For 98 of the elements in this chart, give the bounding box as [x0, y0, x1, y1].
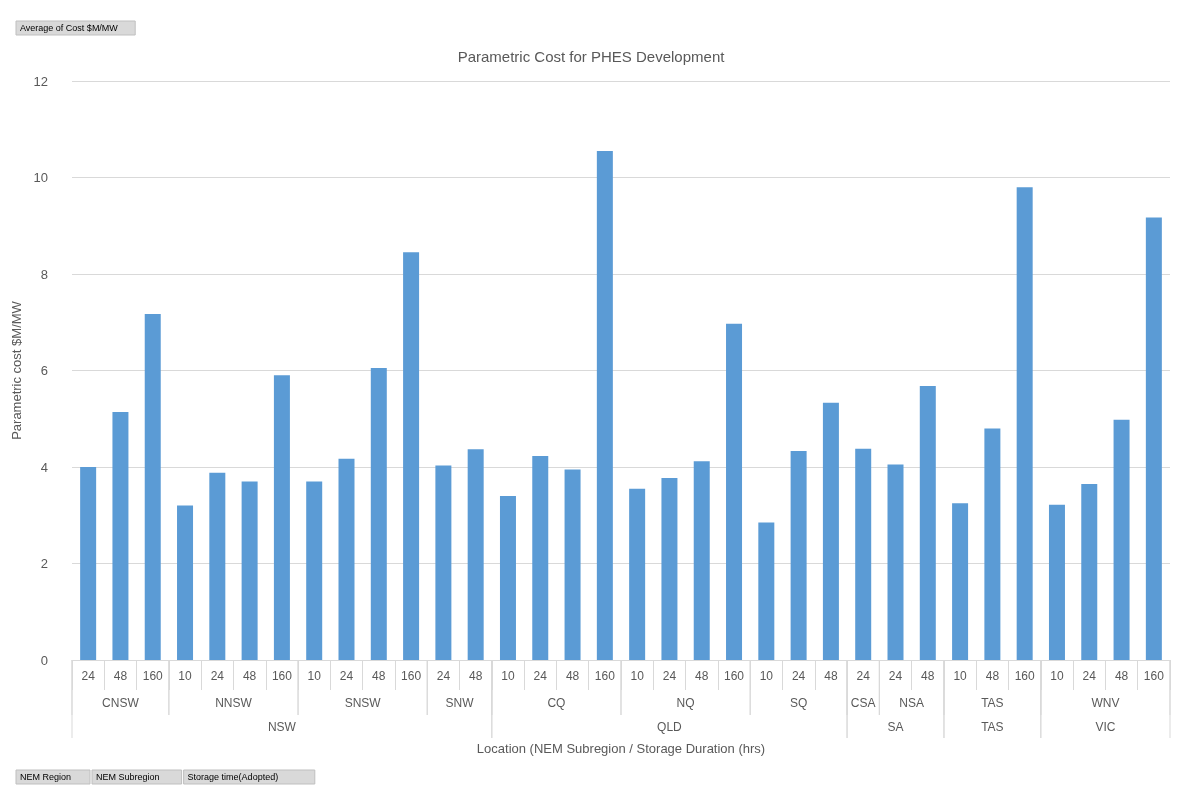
x-tick-label: 10 [630, 669, 645, 683]
x-tick-label: 160 [401, 669, 422, 683]
bar [919, 385, 936, 660]
bar [661, 478, 678, 660]
bar [1081, 483, 1098, 660]
text: CNSW [102, 696, 140, 710]
y-tick-label: 6 [40, 363, 48, 378]
x-tick-label: 160 [594, 669, 616, 683]
x-tick-label: 10 [953, 669, 968, 683]
x-tick-label: 24 [856, 669, 871, 683]
bar [435, 465, 452, 660]
bar [822, 402, 839, 660]
text: TAS [981, 696, 1004, 710]
y-tick-label: 4 [40, 459, 48, 475]
bar [693, 461, 710, 660]
y-axis-title: Parametric cost $M/MW [8, 300, 24, 440]
x-tick-label: 48 [921, 669, 935, 683]
bar [112, 412, 129, 660]
x-tick-label: 160 [1143, 669, 1165, 683]
bar [306, 481, 323, 660]
x-tick-label: 24 [436, 669, 451, 683]
bar [273, 375, 290, 660]
text: NSW [267, 720, 297, 734]
text: TAS [981, 720, 1004, 734]
x-tick-label: 160 [724, 669, 745, 683]
bar [209, 472, 226, 660]
bar [370, 368, 387, 660]
x-tick-label: 10 [759, 669, 774, 683]
text: SNW [445, 696, 475, 710]
x-tick-label: 24 [662, 669, 677, 683]
bar [564, 469, 581, 660]
text: NEM Region [20, 772, 72, 782]
text: CQ [547, 696, 566, 710]
x-tick-label: 160 [271, 669, 293, 683]
bar [1145, 217, 1162, 660]
text: NSA [899, 696, 924, 710]
x-tick-label: 48 [242, 669, 257, 683]
text: QLD [657, 720, 683, 734]
x-tick-label: 48 [824, 669, 838, 683]
x-tick-label: 10 [178, 669, 193, 683]
x-tick-label: 48 [469, 669, 483, 683]
bar [1016, 187, 1033, 660]
x-tick-label: 24 [791, 669, 806, 683]
x-tick-label: 160 [142, 669, 164, 683]
bar [629, 488, 646, 660]
text: CSA [850, 696, 876, 710]
text: NEM Subregion [96, 772, 160, 782]
bar [338, 458, 355, 660]
y-tick-label: 0 [40, 652, 48, 668]
bar [790, 451, 807, 660]
bar [499, 495, 516, 660]
x-axis-title: Location (NEM Subregion / Storage Duration (hrs) [476, 741, 766, 756]
text: Average of Cost $M/MW [20, 23, 119, 33]
text: NNSW [215, 696, 253, 710]
bar [758, 522, 775, 660]
text: NQ [676, 696, 695, 710]
text: SNSW [344, 696, 382, 710]
y-tick-label: 2 [40, 556, 48, 571]
bar [177, 505, 194, 660]
x-tick-label: 24 [533, 669, 548, 683]
x-tick-label: 10 [1050, 669, 1064, 683]
text: WNV [1091, 696, 1120, 710]
bar [532, 455, 549, 660]
x-tick-label: 24 [339, 669, 354, 683]
x-tick-label: 24 [888, 669, 903, 683]
y-tick-label: 8 [40, 266, 48, 282]
x-tick-label: 24 [1082, 669, 1097, 683]
bar [726, 323, 743, 660]
x-tick-label: 24 [210, 669, 225, 683]
bar [144, 314, 161, 660]
x-tick-label: 48 [372, 669, 386, 683]
bar [467, 449, 484, 660]
bar [1048, 504, 1065, 660]
bar [596, 150, 613, 660]
x-tick-label: 48 [565, 669, 580, 683]
text: Storage time(Adopted) [187, 772, 279, 782]
bar [1113, 419, 1130, 660]
bar [80, 467, 97, 660]
bar [984, 428, 1001, 660]
bar [887, 464, 904, 660]
x-tick-label: 10 [307, 669, 322, 683]
bar [855, 448, 872, 660]
x-tick-label: 160 [1014, 669, 1036, 683]
chart-title: Parametric Cost for PHES Development [457, 48, 726, 65]
x-tick-label: 48 [695, 669, 709, 683]
y-tick-label: 10 [33, 170, 48, 185]
bar [403, 252, 420, 660]
x-tick-label: 24 [81, 669, 96, 683]
text: SA [887, 720, 904, 734]
text: SQ [789, 696, 808, 710]
x-tick-label: 48 [985, 669, 1000, 683]
bar [952, 503, 969, 660]
x-tick-label: 48 [1114, 669, 1129, 683]
y-tick-label: 12 [33, 73, 48, 89]
x-tick-label: 48 [113, 669, 128, 683]
text: VIC [1095, 720, 1116, 734]
x-tick-label: 10 [501, 669, 515, 683]
bar [241, 481, 258, 660]
